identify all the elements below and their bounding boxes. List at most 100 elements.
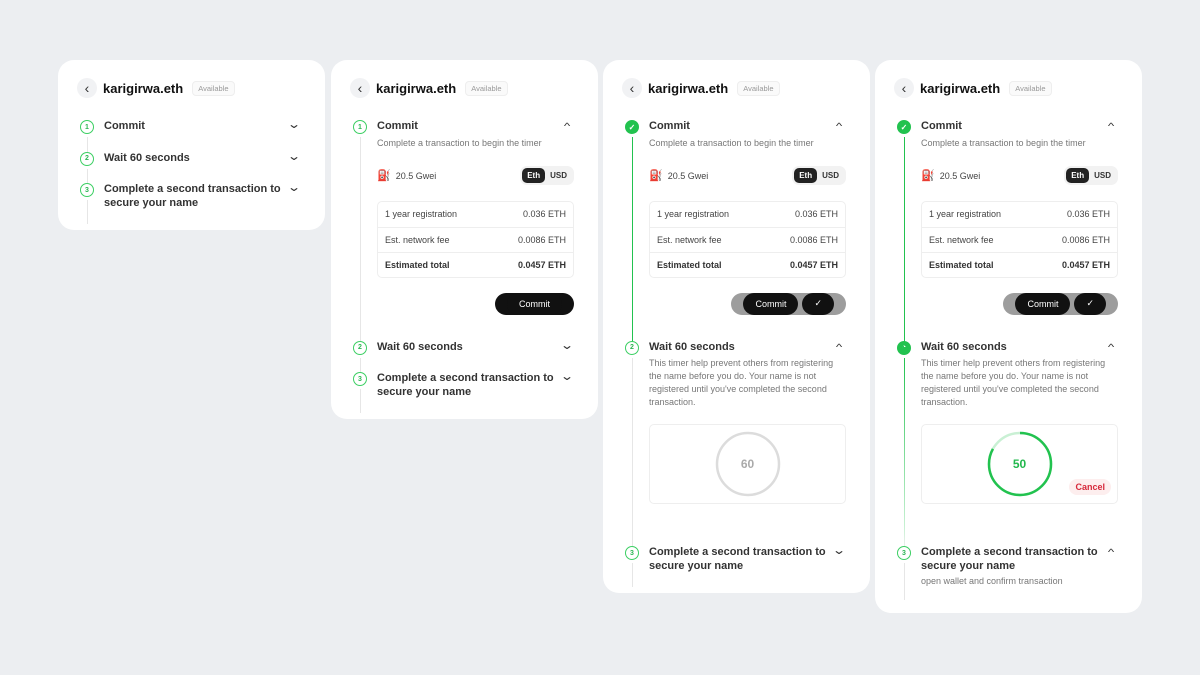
chevron-up-icon[interactable]: ^	[563, 121, 571, 131]
commit-label: Commit	[507, 292, 562, 315]
step-header[interactable]: Commit ^	[649, 120, 846, 134]
currency-option-eth[interactable]: Eth	[794, 168, 818, 183]
step-connector-line	[631, 357, 633, 547]
card-header: ‹ karigirwa.eth Available	[350, 78, 574, 98]
commit-button-wrap: Commit	[377, 292, 574, 315]
back-button[interactable]: ‹	[894, 78, 914, 98]
step-3: 3 Complete a second transaction to secure…	[80, 180, 302, 224]
price-label: Estimated total	[385, 259, 450, 270]
registration-card: ‹ karigirwa.eth Available ✓ Commit ^ Complete …	[875, 60, 1142, 613]
gas-value: 20.5 Gwei	[667, 170, 709, 181]
cancel-button[interactable]: Cancel	[1069, 479, 1111, 495]
price-label: 1 year registration	[929, 209, 1002, 219]
price-value: 0.0086 ETH	[517, 234, 566, 245]
step-header[interactable]: Complete a second transaction to secure …	[377, 369, 575, 399]
price-value: 0.0457 ETH	[1061, 259, 1110, 270]
currency-option-eth[interactable]: Eth	[1066, 168, 1090, 183]
step-3: 3 Complete a second transaction to secure…	[897, 546, 1118, 600]
chevron-left-icon: ‹	[901, 80, 907, 96]
card-header: ‹ karigirwa.eth Available	[894, 78, 1118, 98]
step-header[interactable]: Commit ^	[377, 120, 574, 134]
ens-name-title: karigirwa.eth	[648, 80, 729, 96]
step-number: 2	[630, 344, 634, 351]
gas-price: ⛽ 20.5 Gwei	[921, 169, 980, 182]
step-title: Commit	[104, 120, 145, 132]
check-circle-icon: ✓	[625, 120, 639, 134]
step-title: Commit	[377, 120, 418, 132]
chevron-up-icon[interactable]: ^	[835, 121, 843, 131]
price-value: 0.036 ETH	[794, 209, 838, 219]
chevron-down-icon[interactable]: ⌄	[831, 543, 847, 557]
chevron-up-icon[interactable]: ^	[1107, 121, 1115, 131]
commit-button[interactable]: Commit	[495, 292, 574, 315]
price-label: Estimated total	[657, 259, 722, 270]
currency-option-usd[interactable]: USD	[1094, 171, 1111, 180]
step-number: 1	[85, 123, 89, 131]
gas-pump-icon: ⛽	[377, 170, 391, 182]
price-label: Estimated total	[929, 259, 994, 270]
ens-name-title: karigirwa.eth	[376, 80, 457, 96]
back-button[interactable]: ‹	[350, 78, 370, 98]
chevron-down-icon[interactable]: ⌄	[286, 180, 302, 194]
chevron-down-icon[interactable]: ⌄	[286, 117, 302, 131]
currency-option-eth[interactable]: Eth	[522, 168, 546, 183]
price-row: 1 year registration 0.036 ETH	[650, 202, 845, 227]
back-button[interactable]: ‹	[77, 78, 97, 98]
step-description: This timer help prevent others from regi…	[649, 358, 834, 407]
step-title: Complete a second transaction to secure …	[921, 546, 1098, 572]
step-header[interactable]: Complete a second transaction to secure …	[921, 546, 1118, 573]
step-1: ✓ Commit ^ Complete a transaction to begin …	[625, 120, 846, 342]
currency-option-usd[interactable]: USD	[822, 171, 839, 180]
availability-badge: Available	[737, 80, 780, 96]
step-title: Wait 60 seconds	[377, 340, 463, 353]
step-3: 3 Complete a second transaction to secure…	[353, 369, 575, 413]
gas-row: ⛽ 20.5 Gwei Eth USD	[921, 166, 1118, 186]
chevron-up-icon[interactable]: ^	[1107, 547, 1115, 557]
step-header[interactable]: Wait 60 seconds ^	[649, 341, 846, 355]
price-row: Estimated total 0.0457 ETH	[922, 251, 1117, 277]
price-label: 1 year registration	[657, 209, 730, 219]
step-header[interactable]: Complete a second transaction to secure …	[649, 543, 847, 573]
card-header: ‹ karigirwa.eth Available	[622, 78, 846, 98]
commit-button-wrap: Commit ✓	[649, 292, 846, 315]
step-title: Wait 60 seconds	[649, 340, 735, 353]
step-header[interactable]: Commit ⌄	[104, 117, 302, 134]
timer-track	[715, 431, 780, 497]
step-header[interactable]: Commit ^	[921, 120, 1118, 134]
chevron-down-icon[interactable]: ⌄	[286, 148, 302, 163]
gas-value: 20.5 Gwei	[395, 170, 437, 181]
price-value: 0.0457 ETH	[789, 259, 838, 270]
step-header[interactable]: Complete a second transaction to secure …	[104, 180, 302, 210]
back-button[interactable]: ‹	[622, 78, 642, 98]
step-2: 2 Wait 60 seconds ⌄	[80, 148, 302, 184]
step-description: Complete a transaction to begin the time…	[921, 137, 1086, 148]
step-header[interactable]: Wait 60 seconds ^	[921, 341, 1118, 355]
currency-toggle[interactable]: Eth USD	[520, 166, 574, 185]
chevron-up-icon[interactable]: ^	[1107, 341, 1115, 352]
price-row: 1 year registration 0.036 ETH	[922, 202, 1117, 227]
timer-active-icon: ◔	[897, 340, 911, 355]
price-value: 0.0086 ETH	[1061, 234, 1110, 245]
price-value: 0.0086 ETH	[789, 234, 838, 245]
step-header[interactable]: Wait 60 seconds ⌄	[104, 148, 302, 166]
registration-card: ‹ karigirwa.eth Available ✓ Commit ^ Complete …	[603, 60, 870, 593]
chevron-down-icon[interactable]: ⌄	[559, 337, 575, 352]
timer-ring	[987, 431, 1052, 497]
currency-toggle[interactable]: Eth USD	[1064, 166, 1118, 185]
step-title: Complete a second transaction to secure …	[377, 372, 554, 398]
chevron-down-icon[interactable]: ⌄	[559, 369, 575, 383]
currency-option-usd[interactable]: USD	[550, 171, 567, 180]
commit-button[interactable]: Commit ✓	[731, 292, 846, 315]
step-number-icon: 2	[353, 340, 367, 355]
currency-toggle[interactable]: Eth USD	[792, 166, 846, 185]
step-number: 3	[85, 186, 89, 194]
countdown-timer: 60	[649, 424, 846, 504]
step-number-icon: 2	[625, 340, 639, 355]
price-table: 1 year registration 0.036 ETH Est. network…	[649, 200, 846, 278]
step-number-icon: 1	[353, 120, 367, 134]
chevron-up-icon[interactable]: ^	[835, 341, 843, 352]
step-header[interactable]: Wait 60 seconds ⌄	[377, 337, 575, 355]
timer-ring	[715, 431, 780, 497]
commit-button[interactable]: Commit ✓	[1003, 292, 1118, 315]
step-connector-line	[359, 357, 361, 373]
